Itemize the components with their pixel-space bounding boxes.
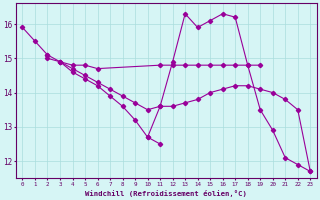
X-axis label: Windchill (Refroidissement éolien,°C): Windchill (Refroidissement éolien,°C) xyxy=(85,190,247,197)
